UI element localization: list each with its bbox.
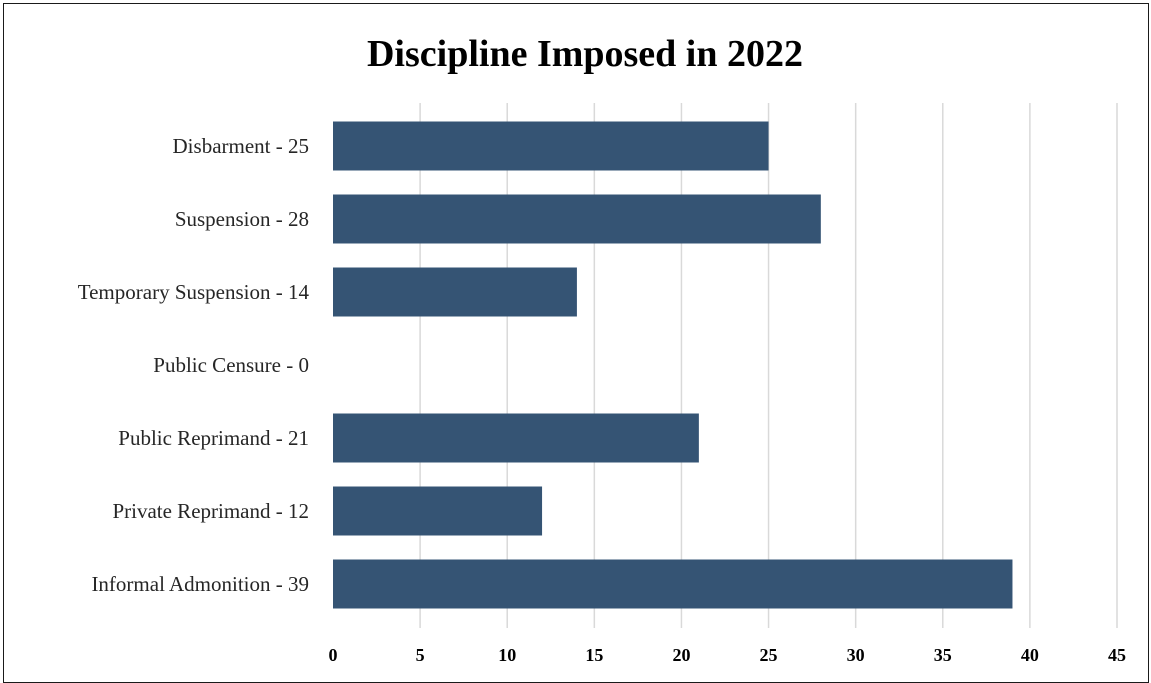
x-tick-label: 45	[1108, 645, 1126, 665]
bar	[333, 559, 1013, 609]
x-tick-label: 20	[672, 645, 690, 665]
x-axis-tick-labels: 0 5 10 15 20 25 30 35 40 45	[329, 645, 1127, 665]
x-tick-label: 25	[760, 645, 778, 665]
bar	[333, 267, 577, 317]
x-tick-label: 40	[1021, 645, 1039, 665]
category-labels: Disbarment - 25 Suspension - 28 Temporary …	[78, 134, 310, 596]
category-label: Disbarment - 25	[173, 134, 309, 158]
bar	[333, 413, 699, 463]
x-tick-label: 0	[329, 645, 338, 665]
bars	[333, 121, 1013, 609]
category-label: Public Reprimand - 21	[118, 426, 309, 450]
category-label: Temporary Suspension - 14	[78, 280, 310, 304]
category-label: Public Censure - 0	[153, 353, 309, 377]
x-tick-label: 35	[934, 645, 952, 665]
x-tick-label: 10	[498, 645, 516, 665]
x-tick-label: 15	[585, 645, 603, 665]
x-tick-label: 30	[847, 645, 865, 665]
x-tick-label: 5	[416, 645, 425, 665]
bar	[333, 121, 769, 171]
category-label: Private Reprimand - 12	[112, 499, 309, 523]
category-label: Suspension - 28	[175, 207, 309, 231]
bar	[333, 194, 821, 244]
category-label: Informal Admonition - 39	[91, 572, 309, 596]
chart-title: Discipline Imposed in 2022	[367, 33, 803, 75]
bar	[333, 486, 543, 536]
gridlines	[419, 103, 1118, 628]
